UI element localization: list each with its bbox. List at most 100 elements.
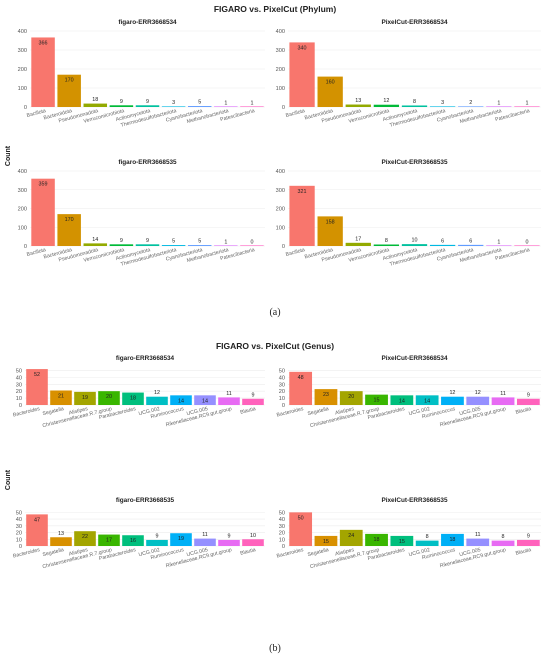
figure-b-caption: (b): [269, 643, 281, 654]
value-label-parabacteroides: 16: [130, 538, 136, 544]
value-label-rikenellaceae-rc9-gut-group: 9: [228, 533, 231, 539]
bar-alistipes: [74, 391, 96, 405]
panel-title: figaro-ERR3668534: [118, 19, 177, 26]
category-label-bacteroides: Bacteroides: [12, 406, 40, 419]
panel-title: figaro-ERR3668534: [116, 355, 175, 362]
figure-b-y-axis-label: Count: [5, 469, 12, 490]
bar-alistipes: [339, 529, 363, 546]
y-tick-label: 10: [279, 396, 285, 402]
category-label-ucg-005: UCG.005: [459, 406, 482, 417]
value-label-christensenellaceae-r-7-group: 17: [106, 538, 112, 544]
chart-pixelcut-err3668535-genus: PixelCut-ERR36685350102030405050Bacteroi…: [276, 497, 541, 570]
value-label-bacteroides: 48: [298, 375, 304, 381]
value-label-methanobacteriota: 1: [224, 100, 227, 106]
bar-christensenellaceae-r-7-group: [365, 533, 388, 546]
y-tick-label: 400: [276, 29, 285, 35]
value-label-alistipes: 20: [348, 394, 354, 400]
bar-bacillota: [289, 42, 315, 107]
y-tick-label: 200: [276, 207, 285, 213]
y-tick-label: 200: [18, 67, 27, 73]
bar-ruminococcus: [441, 533, 464, 546]
value-label-bacteroidota: 158: [326, 219, 335, 225]
value-label-verrucomicrobiota: 9: [120, 99, 123, 105]
bar-rikenellaceae-rc9-gut-group: [491, 397, 515, 405]
value-label-ruminococcus: 19: [178, 536, 184, 542]
y-tick-label: 20: [16, 389, 22, 395]
category-label-segatella: Segatella: [42, 406, 65, 417]
bar-bacteroidota: [57, 74, 81, 107]
value-label-methanobacteriota: 1: [497, 239, 500, 245]
category-label-segatella: Segatella: [42, 547, 65, 558]
value-label-segatella: 21: [58, 393, 64, 399]
y-tick-label: 300: [18, 188, 27, 194]
bar-bacteroides: [289, 371, 313, 405]
value-label-pseudomonadota: 17: [355, 236, 361, 242]
bar-bacteroides: [289, 512, 313, 546]
value-label-alistipes: 24: [348, 533, 354, 539]
y-tick-label: 50: [16, 368, 22, 374]
bar-methanobacteriota: [214, 106, 238, 107]
y-tick-label: 400: [18, 169, 27, 175]
value-label-pseudomonadota: 18: [92, 97, 98, 103]
bar-verrucomicrobiota: [109, 244, 134, 246]
bar-methanobacteriota: [214, 245, 238, 246]
category-label-ucg-005: UCG.005: [186, 406, 209, 417]
y-tick-label: 0: [19, 544, 22, 550]
y-tick-label: 400: [276, 169, 285, 175]
y-tick-label: 400: [18, 29, 27, 35]
y-tick-label: 0: [282, 403, 285, 409]
bar-bacteroidota: [317, 216, 343, 246]
bar-ucg-002: [415, 395, 439, 405]
y-tick-label: 0: [282, 544, 285, 550]
y-tick-label: 30: [16, 382, 22, 388]
value-label-bacillota: 340: [298, 45, 307, 51]
value-label-pseudomonadota: 14: [92, 237, 98, 243]
value-label-bacteroides: 47: [34, 517, 40, 523]
category-label-blautia: Blautia: [240, 547, 257, 557]
bar-patescibacteria: [240, 245, 264, 246]
value-label-bacillota: 366: [39, 40, 48, 46]
y-tick-label: 50: [279, 368, 285, 374]
value-label-ucg-005: 12: [475, 390, 481, 396]
bar-bacillota: [289, 185, 315, 246]
value-label-parabacteroides: 15: [399, 539, 405, 545]
y-tick-label: 40: [279, 375, 285, 381]
y-tick-label: 40: [16, 375, 22, 381]
value-label-verrucomicrobiota: 8: [385, 238, 388, 244]
chart-pixelcut-err3668534-phylum: PixelCut-ERR3668534 0 100 200 300 400 340 Bacil…: [276, 19, 541, 129]
figure-b-title: FIGARO vs. PixelCut (Genus): [216, 341, 334, 351]
value-label-actinomycetota: 9: [146, 238, 149, 244]
bar-verrucomicrobiota: [109, 105, 134, 107]
value-label-ucg-005: 14: [202, 398, 208, 404]
bar-christensenellaceae-r-7-group: [365, 394, 388, 405]
bar-segatella: [50, 390, 72, 405]
value-label-ruminococcus: 14: [178, 398, 184, 404]
value-label-cyanobacteriota: 5: [198, 100, 201, 106]
value-label-ruminococcus: 12: [449, 390, 455, 396]
value-label-verrucomicrobiota: 9: [120, 238, 123, 244]
bar-methanobacteriota: [486, 245, 512, 246]
value-label-ucg-005: 11: [475, 532, 481, 538]
figure-a-title: FIGARO vs. PixelCut (Phylum): [214, 4, 336, 14]
value-label-thermodesulfobacteriota: 3: [441, 100, 444, 106]
value-label-blautia: 9: [527, 533, 530, 539]
bar-ucg-005: [194, 395, 216, 405]
bar-pseudomonadota: [345, 104, 371, 107]
bar-verrucomicrobiota: [373, 244, 400, 246]
bar-verrucomicrobiota: [373, 104, 400, 107]
bar-cyanobacteriota: [458, 106, 484, 107]
bar-ucg-005: [194, 538, 216, 546]
category-label-ucg-002: UCG.002: [408, 406, 431, 417]
value-label-actinomycetota: 8: [413, 99, 416, 105]
figure-a-caption: (a): [269, 307, 280, 318]
value-label-christensenellaceae-r-7-group: 20: [106, 394, 112, 400]
bar-bacteroides: [26, 369, 48, 405]
bar-patescibacteria: [514, 245, 540, 246]
bar-bacteroidota: [317, 76, 343, 107]
y-tick-label: 100: [276, 86, 285, 92]
y-tick-label: 20: [279, 531, 285, 537]
bar-actinomycetota: [135, 105, 160, 107]
bar-pseudomonadota: [83, 243, 108, 246]
bar-ruminococcus: [441, 396, 464, 405]
value-label-segatella: 23: [323, 392, 329, 398]
